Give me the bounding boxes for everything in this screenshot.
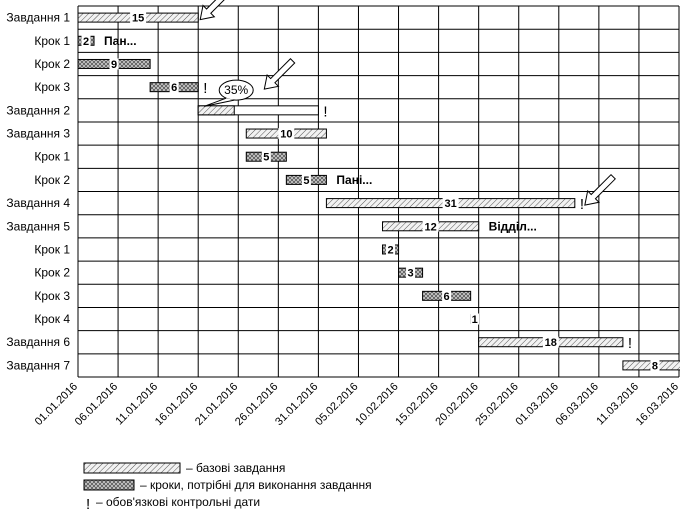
duration-label-bg bbox=[442, 290, 452, 302]
legend-swatch-step bbox=[83, 479, 135, 491]
duration-label-bg bbox=[422, 220, 439, 232]
row-label: Завдання 6 bbox=[6, 335, 70, 349]
duration-label: 6 bbox=[444, 291, 450, 303]
legend-swatch-task bbox=[83, 462, 181, 474]
bar-note: Пан... bbox=[104, 34, 137, 48]
duration-label: 10 bbox=[280, 129, 292, 141]
row-label: Крок 1 bbox=[34, 150, 70, 164]
legend-text: – обов'язкові контрольні дати bbox=[96, 495, 260, 509]
callout-arrow bbox=[263, 58, 296, 90]
duration-label: 18 bbox=[545, 337, 557, 349]
duration-label-bg bbox=[169, 81, 179, 93]
callout-arrow-shape bbox=[263, 58, 296, 90]
row-label: Крок 3 bbox=[34, 289, 70, 303]
legend-text: – кроки, потрібні для виконання завдання bbox=[140, 478, 372, 492]
progress-callout-text: 35% bbox=[224, 83, 248, 97]
date-tick-label: 06.01.2016 bbox=[73, 381, 120, 428]
progress-callout-bubble bbox=[218, 79, 254, 101]
milestone-mark: ! bbox=[203, 80, 207, 97]
grid-layer bbox=[77, 5, 680, 378]
duration-label: 2 bbox=[83, 36, 89, 48]
duration-label: 5 bbox=[263, 152, 269, 164]
row-label: Крок 1 bbox=[34, 34, 70, 48]
row-label: Завдання 3 bbox=[6, 127, 70, 141]
duration-label: 12 bbox=[424, 221, 436, 233]
progress-callout-tail bbox=[204, 97, 235, 107]
legend-milestone-symbol: ! bbox=[86, 496, 90, 513]
duration-label-bg bbox=[109, 58, 119, 70]
duration-label-bg bbox=[406, 267, 416, 279]
duration-label-bg bbox=[470, 313, 480, 325]
row-label: Крок 4 bbox=[34, 312, 70, 326]
row-labels-layer: Завдання 1 Крок 1 Крок 2 Крок 3 Завдання 2 За… bbox=[6, 11, 70, 373]
date-ticks-layer: 01.01.201606.01.201611.01.201616.01.2016… bbox=[33, 381, 680, 428]
callout-arrow-shape bbox=[584, 173, 616, 206]
row-label: Крок 2 bbox=[34, 57, 70, 71]
row-label: Завдання 1 bbox=[6, 11, 70, 25]
duration-label: 2 bbox=[387, 244, 393, 256]
callout-arrow-shape bbox=[199, 0, 232, 21]
row-label: Завдання 5 bbox=[6, 219, 70, 233]
task-progress-fill bbox=[197, 105, 235, 116]
duration-label: 9 bbox=[111, 59, 117, 71]
row-label: Крок 1 bbox=[34, 242, 70, 256]
duration-label-bg bbox=[81, 35, 91, 47]
row-label: Крок 3 bbox=[34, 80, 70, 94]
date-tick-label: 16.03.2016 bbox=[634, 381, 680, 428]
row-label: Крок 2 bbox=[34, 266, 70, 280]
duration-label-bg bbox=[442, 197, 459, 209]
duration-label: 1 bbox=[472, 314, 478, 326]
row-label: Завдання 4 bbox=[6, 196, 70, 210]
row-label: Завдання 7 bbox=[6, 358, 70, 372]
milestone-mark: ! bbox=[628, 335, 632, 352]
milestone-mark: ! bbox=[323, 103, 327, 120]
duration-label-bg bbox=[278, 128, 295, 140]
duration-label: 31 bbox=[444, 198, 456, 210]
callout-arrow bbox=[584, 173, 616, 206]
row-label: Завдання 2 bbox=[6, 103, 70, 117]
duration-label-bg bbox=[386, 243, 396, 255]
duration-label-bg bbox=[542, 336, 559, 348]
duration-label: 3 bbox=[407, 268, 413, 280]
row-label: Крок 2 bbox=[34, 173, 70, 187]
legend: – базові завдання – кроки, потрібні для в… bbox=[83, 461, 372, 513]
duration-label: 6 bbox=[171, 82, 177, 94]
milestone-mark: ! bbox=[580, 196, 584, 213]
callout-arrow bbox=[199, 0, 232, 21]
bar-note: Пані... bbox=[336, 173, 372, 187]
bar-note: Відділ... bbox=[489, 219, 537, 233]
duration-label-bg bbox=[130, 12, 147, 24]
duration-label-bg bbox=[301, 174, 311, 186]
duration-label: 5 bbox=[303, 175, 309, 187]
legend-text: – базові завдання bbox=[186, 461, 285, 475]
duration-label-bg bbox=[261, 151, 271, 163]
duration-label-bg bbox=[650, 359, 660, 371]
date-tick-label: 06.03.2016 bbox=[554, 381, 601, 428]
duration-label: 8 bbox=[652, 360, 658, 372]
duration-label: 15 bbox=[132, 13, 144, 25]
